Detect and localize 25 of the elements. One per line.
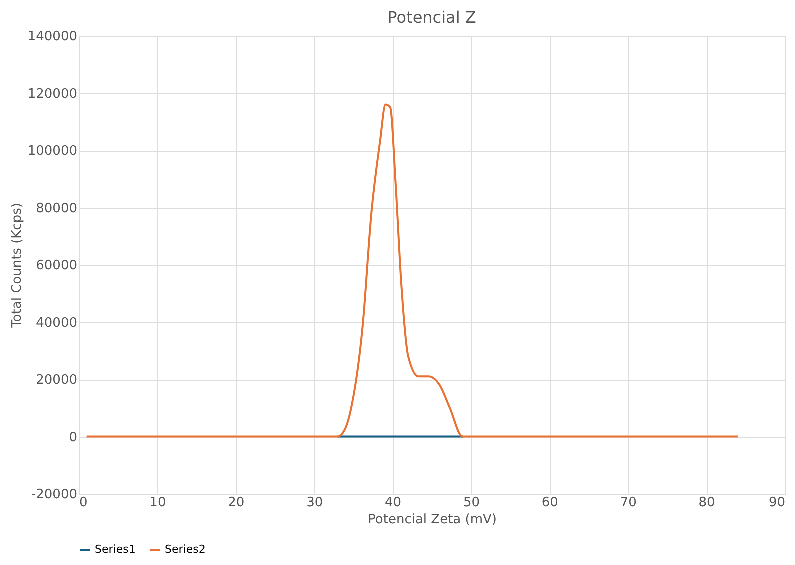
x-tick-label: 10 xyxy=(150,496,166,510)
y-tick-label: 140000 xyxy=(28,30,78,44)
y-tick-label: 100000 xyxy=(28,144,78,159)
x-tick-label: 80 xyxy=(698,496,716,510)
y-axis-title: Total Counts (Kcps) xyxy=(10,203,25,329)
chart-title: Potencial Z xyxy=(388,8,476,27)
x-tick-label: 90 xyxy=(768,496,786,510)
y-tick-label: 120000 xyxy=(28,86,78,102)
legend-label: Series2 xyxy=(165,543,206,556)
x-tick-label: 0 xyxy=(80,496,88,510)
y-tick-label: 80000 xyxy=(36,201,78,216)
x-tick-label: 60 xyxy=(542,496,558,510)
y-tick-label: -20000 xyxy=(31,488,78,502)
legend-label: Series1 xyxy=(95,543,136,556)
x-axis-title: Potencial Zeta (mV) xyxy=(368,512,497,528)
x-tick-label: 50 xyxy=(463,496,480,510)
y-tick-label: 0 xyxy=(69,430,78,446)
x-tick-label: 30 xyxy=(306,496,324,510)
x-tick-label: 40 xyxy=(385,496,402,510)
y-tick-label: 40000 xyxy=(36,316,78,331)
y-tick-label: 60000 xyxy=(36,258,78,274)
x-tick-label: 70 xyxy=(620,496,637,510)
line-series xyxy=(86,104,739,438)
y-tick-label: 20000 xyxy=(36,373,78,388)
x-tick-label: 20 xyxy=(228,496,245,510)
